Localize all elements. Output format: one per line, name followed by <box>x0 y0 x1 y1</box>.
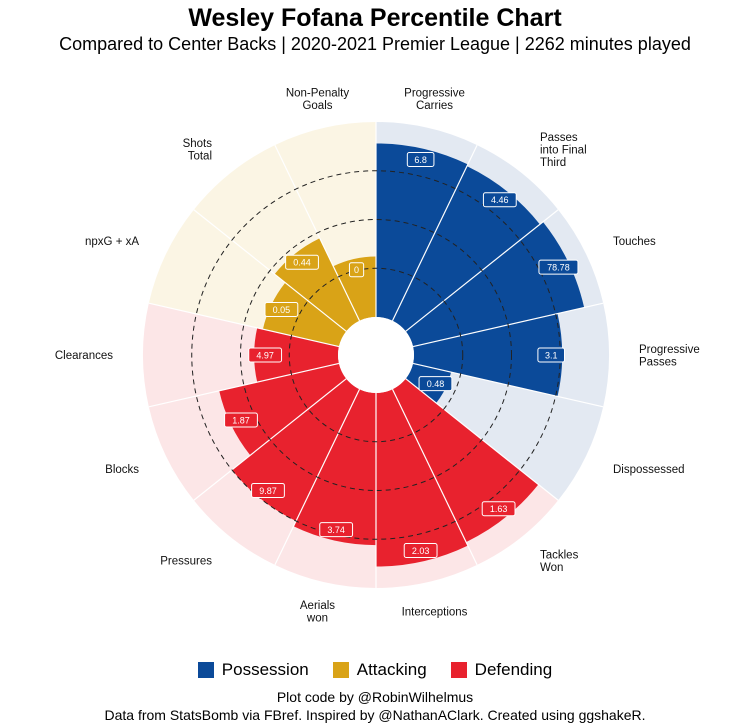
category-label-4: Progressive Passes <box>639 344 700 369</box>
category-label-line: Carries <box>416 100 453 112</box>
value-label-13: 0.44 <box>293 258 311 268</box>
legend-label-defending: Defending <box>474 660 553 679</box>
bar-aerials-won <box>293 389 376 546</box>
legend-item-attacking: Attacking <box>332 660 427 680</box>
category-label-10: Blocks <box>105 464 139 476</box>
legend-item-possession: Possession <box>197 660 309 680</box>
value-label-8: 3.74 <box>327 525 345 535</box>
bar-blocks <box>219 363 347 456</box>
value-box-10 <box>224 412 258 428</box>
bar-progressive-passes <box>413 313 563 397</box>
percentile-polar-chart: 6.8 4.46 78.78 3.1 0.48 1.63 2.03 3.74 9.87 1.87 4… <box>55 87 700 625</box>
caption: Plot code by @RobinWilhelmus Data from S… <box>0 688 750 724</box>
value-label-5: 0.48 <box>427 379 445 389</box>
value-label-10: 1.87 <box>232 416 250 426</box>
legend-item-defending: Defending <box>450 660 553 680</box>
category-label-11: Clearances <box>55 350 113 362</box>
category-label-line: Total <box>188 151 212 163</box>
caption-line-1: Plot code by @RobinWilhelmus <box>276 689 474 705</box>
category-label-6: Tackles Won <box>540 549 579 574</box>
category-label-line: into Final <box>540 144 587 156</box>
category-label-line: Tackles <box>540 549 579 561</box>
center-hole <box>338 317 414 393</box>
legend-swatch-defending <box>450 662 467 678</box>
category-label-2: Passes into Final Third <box>540 132 587 169</box>
category-label-line: Shots <box>183 138 213 150</box>
category-label-line: Passes <box>639 356 677 368</box>
bar-clearances <box>254 327 339 383</box>
category-label-line: Touches <box>613 236 656 248</box>
reference-circle-25 <box>288 267 464 443</box>
legend-swatch-possession <box>197 662 214 678</box>
value-label-11: 4.97 <box>256 351 274 361</box>
background-wedge-5 <box>405 363 604 501</box>
category-label-line: Passes <box>540 132 578 144</box>
category-label-3: Touches <box>613 236 656 248</box>
bar-tackles-won <box>392 378 539 543</box>
value-box-9 <box>251 482 285 498</box>
value-label-3: 78.78 <box>547 263 570 273</box>
value-box-6 <box>481 501 516 517</box>
value-box-14 <box>348 262 365 278</box>
legend: Possession Attacking Defending <box>0 660 750 680</box>
value-box-2 <box>482 192 517 208</box>
bar-touches <box>405 221 585 347</box>
value-label-2: 4.46 <box>491 195 509 205</box>
value-box-4 <box>537 347 566 363</box>
category-label-13: Shots Total <box>183 138 213 163</box>
category-label-12: npxG + xA <box>85 236 139 248</box>
value-box-3 <box>538 259 579 275</box>
category-label-line: Progressive <box>404 87 465 99</box>
value-box-7 <box>403 543 438 559</box>
category-label-line: Blocks <box>105 464 139 476</box>
category-label-line: Progressive <box>639 344 700 356</box>
separator-line-2 <box>391 144 478 322</box>
category-label-line: Pressures <box>160 556 212 568</box>
legend-swatch-attacking <box>332 662 349 678</box>
chart-subtitle: Compared to Center Backs | 2020-2021 Pre… <box>59 34 691 54</box>
bar-passes-into-final-third <box>392 166 540 332</box>
separator-line-12 <box>148 302 340 348</box>
separator-line-7 <box>391 388 478 566</box>
category-label-line: Interceptions <box>402 606 468 618</box>
category-label-line: Non-Penalty <box>286 87 350 99</box>
category-label-line: Third <box>540 157 566 169</box>
category-label-8: Aerials won <box>300 600 335 625</box>
category-label-line: Clearances <box>55 350 113 362</box>
bar-interceptions <box>376 389 468 567</box>
value-label-14: 0 <box>354 265 359 275</box>
value-box-8 <box>319 522 354 538</box>
caption-line-2: Data from StatsBomb via FBref. Inspired … <box>104 707 646 723</box>
value-label-7: 2.03 <box>412 546 430 556</box>
separator-line-11 <box>148 362 340 408</box>
value-label-9: 9.87 <box>259 486 277 496</box>
category-label-line: npxG + xA <box>85 236 139 248</box>
value-box-13 <box>285 254 319 270</box>
category-label-line: won <box>306 613 328 625</box>
category-label-5: Dispossessed <box>613 464 685 476</box>
value-label-1: 6.8 <box>414 155 427 165</box>
value-box-5 <box>418 376 453 392</box>
value-label-12: 0.05 <box>273 305 291 315</box>
category-label-9: Pressures <box>160 556 212 568</box>
category-label-line: Goals <box>302 100 332 112</box>
value-box-11 <box>248 347 283 363</box>
legend-label-possession: Possession <box>221 660 309 679</box>
bar-non-penalty-goals <box>333 256 376 321</box>
category-label-7: Interceptions <box>402 606 468 618</box>
value-box-1 <box>406 151 435 167</box>
value-label-4: 3.1 <box>545 351 558 361</box>
category-label-14: Non-Penalty Goals <box>286 87 350 112</box>
chart-title: Wesley Fofana Percentile Chart <box>188 4 562 32</box>
value-label-6: 1.63 <box>490 504 508 514</box>
category-label-line: Aerials <box>300 600 335 612</box>
category-label-1: Progressive Carries <box>404 87 465 112</box>
value-box-12 <box>264 301 299 317</box>
category-label-line: Dispossessed <box>613 464 685 476</box>
category-label-line: Won <box>540 562 563 574</box>
reference-circle-50 <box>240 219 512 491</box>
bar-npxg-xa <box>262 282 347 347</box>
legend-label-attacking: Attacking <box>356 660 427 679</box>
bar-progressive-carries <box>376 143 468 321</box>
